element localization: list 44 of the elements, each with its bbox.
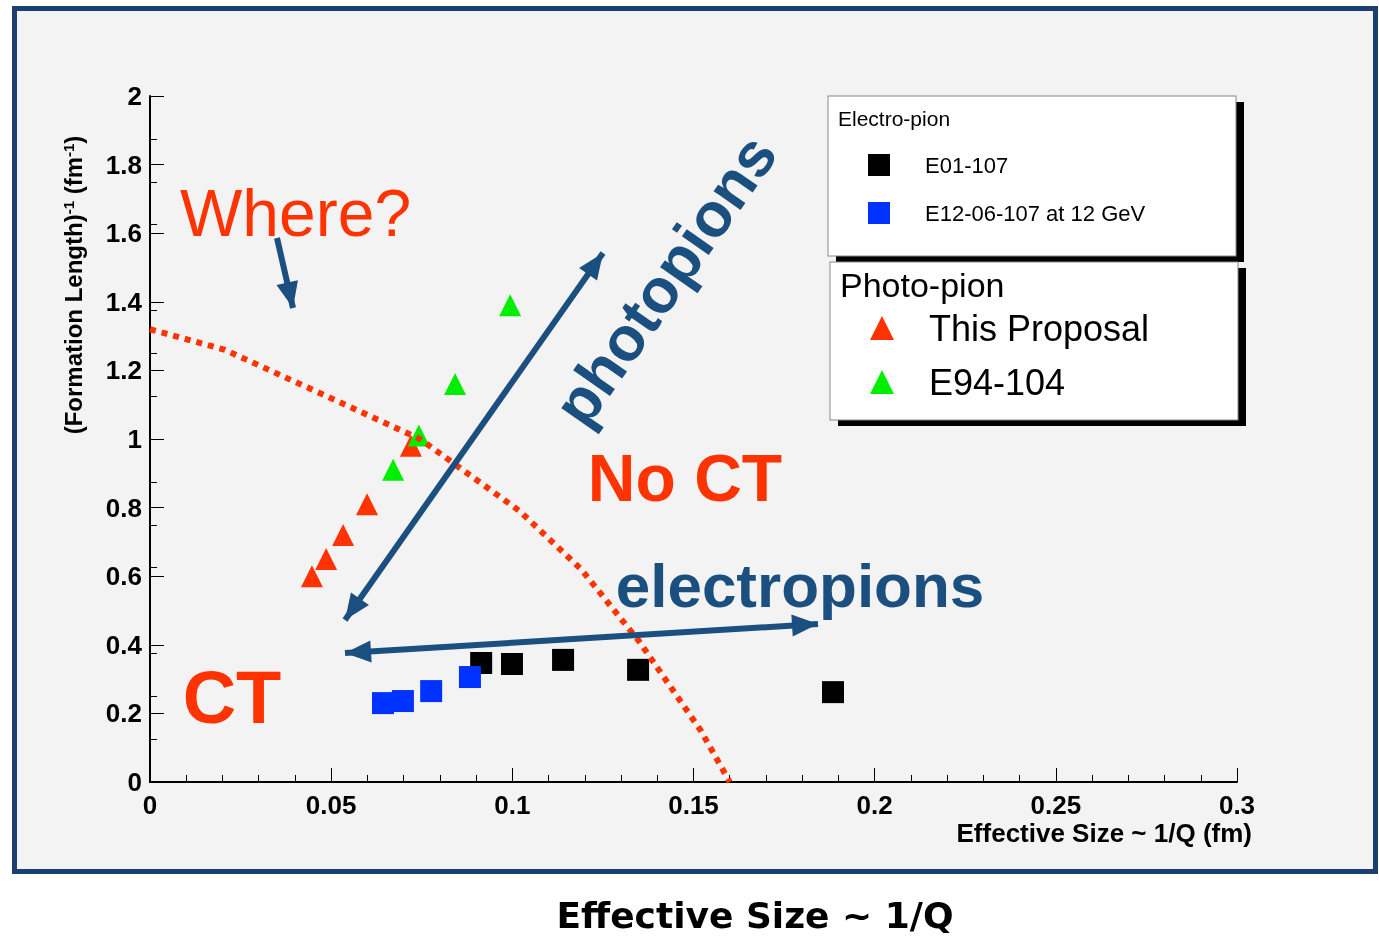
y-tick-label: 1.8 <box>105 149 142 180</box>
annotation: Photo-pion <box>840 266 1005 304</box>
x-tick-label: 0.1 <box>494 790 531 820</box>
y-tick-label: 1.4 <box>105 286 143 317</box>
annotation: Electro-pion <box>838 107 951 130</box>
point <box>356 493 379 516</box>
y-tick-label: 0 <box>127 767 142 797</box>
point <box>444 373 467 396</box>
legend-label: E01-107 <box>925 152 1009 178</box>
y-tick-label: 1.6 <box>105 218 142 249</box>
annotation: CT <box>182 655 282 739</box>
legend-label: This Proposal <box>929 307 1150 349</box>
point <box>552 648 575 671</box>
point <box>332 524 355 547</box>
point <box>315 548 338 571</box>
y-tick-label: 1 <box>127 424 142 454</box>
x-tick-label: 0.2 <box>856 790 893 820</box>
y-tick-label: 2 <box>127 81 142 111</box>
point <box>458 666 481 689</box>
legend-label: E94-104 <box>929 361 1066 403</box>
x-axis-title: Effective Size ~ 1/Q (fm) <box>956 818 1252 848</box>
x-tick-label: 0.05 <box>305 790 357 820</box>
point <box>382 458 405 481</box>
point <box>627 658 650 681</box>
annotation: electropions <box>615 550 985 620</box>
x-tick-label: 0.3 <box>1218 790 1256 820</box>
point <box>500 653 523 676</box>
point <box>822 681 844 704</box>
point <box>300 565 323 588</box>
point <box>391 690 414 713</box>
y-tick-label: 0.8 <box>105 492 142 523</box>
y-tick-label: 0.2 <box>105 698 142 729</box>
y-tick-label: 0.4 <box>105 629 143 660</box>
y-tick-label: 1.2 <box>105 355 142 386</box>
point <box>420 680 443 703</box>
point <box>499 294 522 317</box>
point <box>371 692 394 715</box>
x-tick-label: 0.25 <box>1030 790 1082 820</box>
annotation: No CT <box>587 441 783 515</box>
y-tick-label: 0.6 <box>105 561 142 592</box>
annotation: Where? <box>180 176 412 250</box>
x-tick-label: 0.15 <box>668 790 719 820</box>
text: Effective Size ~ 1/Q <box>556 894 954 936</box>
legend-label: E12-06-107 at 12 GeV <box>925 200 1146 226</box>
